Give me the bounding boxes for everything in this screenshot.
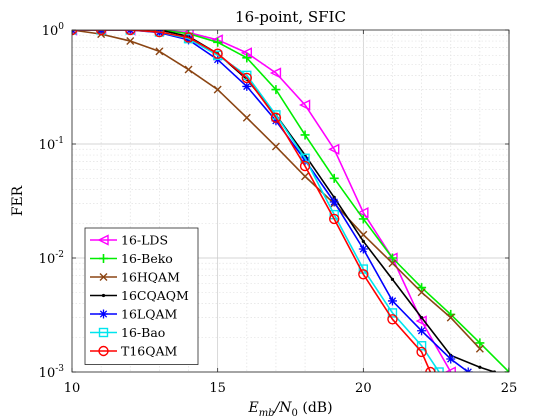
data-point	[329, 197, 339, 207]
legend-item: 16CQAQM	[90, 288, 189, 303]
legend-label: T16QAM	[121, 344, 178, 359]
data-point	[417, 326, 427, 336]
data-point	[417, 288, 426, 297]
data-point	[301, 172, 310, 181]
data-point	[242, 113, 251, 122]
data-point	[126, 37, 135, 46]
legend-swatch-marker	[99, 273, 108, 281]
x-tick-label: 20	[355, 381, 372, 396]
legend-item: 16-LDS	[90, 233, 168, 248]
ticks: 10 15 20 25 100 10-1 10-2 10-3	[39, 22, 518, 396]
data-point	[271, 142, 280, 151]
y-tick-label: 100	[42, 22, 65, 39]
legend-label: 16-Bao	[121, 325, 165, 340]
data-point	[444, 366, 456, 372]
x-tick-label: 10	[64, 381, 81, 396]
data-point	[361, 239, 365, 243]
legend-label: 16-LDS	[121, 233, 168, 248]
data-point	[478, 365, 482, 369]
data-point	[270, 112, 282, 123]
legend-swatch-marker	[98, 327, 109, 338]
x-axis-label-sub: mb	[259, 408, 275, 419]
x-axis-label-rest: (dB)	[298, 400, 333, 416]
data-point	[183, 32, 194, 43]
data-point	[213, 85, 222, 94]
x-axis-label-sub2: 0	[292, 408, 298, 419]
data-point	[300, 155, 310, 165]
data-point	[329, 173, 339, 183]
data-point	[184, 65, 193, 74]
data-point	[300, 130, 310, 140]
data-point	[299, 99, 311, 111]
plot-frame	[71, 29, 510, 373]
data-point	[434, 367, 444, 372]
legend-item: 16HQAM	[90, 270, 180, 285]
legend-label: 16LQAM	[121, 307, 177, 322]
legend-item: T16QAM	[90, 344, 178, 359]
y-axis-label: FER	[10, 185, 26, 216]
data-point	[95, 30, 107, 36]
data-point	[425, 366, 436, 372]
data-point	[299, 160, 311, 172]
legend-swatch-marker	[99, 309, 108, 319]
legend-swatch-marker	[99, 254, 108, 263]
data-point	[358, 269, 369, 280]
data-point	[213, 37, 223, 47]
data-point	[271, 85, 281, 95]
legend: 16-LDS 16-Beko 16HQAM 16CQAQM 16LQAM 16-Bao T1…	[84, 227, 199, 365]
data-point	[387, 314, 398, 325]
x-axis-label: Emb/N0 (dB)	[247, 400, 332, 419]
data-point	[446, 354, 456, 364]
data-point	[242, 81, 252, 91]
legend-label: 16HQAM	[121, 270, 180, 285]
data-point	[388, 259, 397, 268]
y-tick-label: 10-1	[39, 136, 64, 153]
data-point	[475, 338, 485, 348]
data-point	[387, 253, 397, 263]
data-point	[358, 244, 368, 254]
data-point	[154, 30, 165, 38]
data-point	[390, 277, 395, 281]
data-point	[125, 30, 136, 36]
chart-title: 16-point, SFIC	[235, 8, 346, 26]
y-tick-label: 10-2	[39, 250, 64, 267]
legend-swatch-marker	[101, 293, 106, 298]
legend-label: 16CQAQM	[121, 288, 189, 303]
data-point	[328, 143, 340, 155]
data-point	[242, 53, 252, 63]
data-point	[184, 35, 194, 45]
data-point	[329, 213, 340, 225]
legend-item: 16-Bao	[90, 325, 165, 340]
data-point	[416, 346, 427, 358]
data-point	[155, 47, 164, 56]
legend-swatch-marker	[98, 345, 109, 357]
x-axis-label-mid: /N	[273, 400, 293, 416]
data-point	[417, 283, 427, 293]
series-line	[72, 30, 495, 372]
y-tick-label: 10-3	[39, 364, 65, 381]
data-point	[271, 116, 281, 126]
data-point	[446, 313, 455, 322]
data-point	[358, 214, 368, 224]
x-tick-label: 15	[209, 381, 226, 396]
legend-item: 16LQAM	[90, 307, 177, 322]
data-point	[416, 341, 427, 351]
data-point	[387, 296, 397, 306]
data-point	[241, 72, 253, 84]
x-tick-label: 25	[501, 381, 518, 396]
series-line	[72, 30, 509, 372]
legend-swatch-marker	[97, 234, 109, 246]
data-point	[269, 67, 282, 79]
legend-item: 16-Beko	[90, 251, 173, 266]
data-point	[475, 344, 484, 353]
data-point	[332, 195, 336, 200]
legend-label: 16-Beko	[121, 251, 173, 266]
data-point	[212, 48, 223, 59]
data-point	[420, 316, 424, 320]
x-axis-label-main: E	[247, 400, 258, 416]
